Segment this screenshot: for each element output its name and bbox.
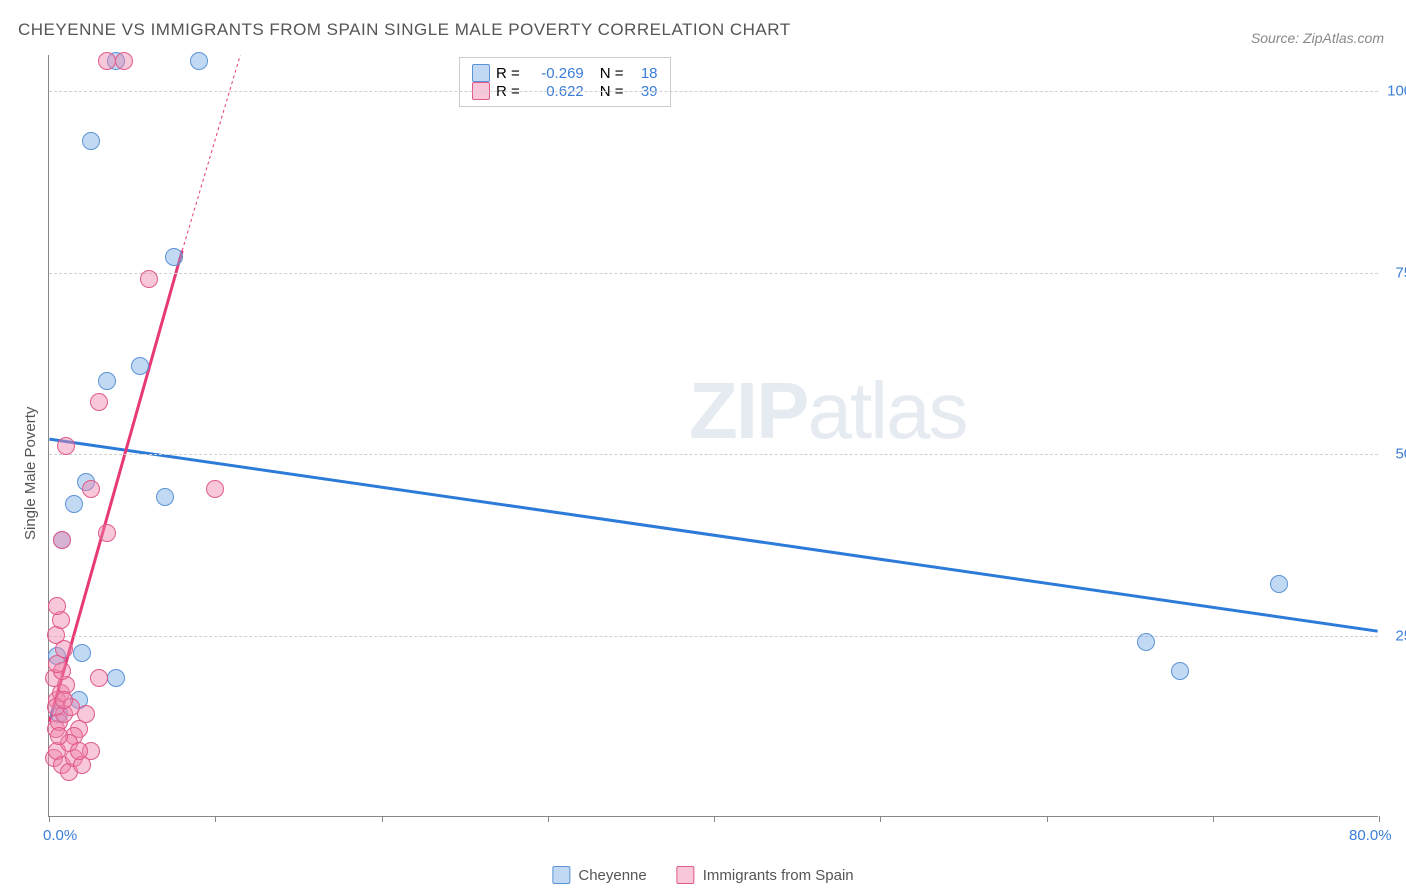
data-point xyxy=(48,597,66,615)
x-tick xyxy=(1213,816,1214,822)
gridline-h xyxy=(49,91,1378,92)
y-tick-label: 100.0% xyxy=(1387,83,1406,100)
data-point xyxy=(107,669,125,687)
data-point xyxy=(65,495,83,513)
x-tick xyxy=(714,816,715,822)
data-point xyxy=(57,437,75,455)
plot-area: ZIPatlas R = -0.269 N = 18 R = 0.622 N =… xyxy=(48,55,1378,817)
data-point xyxy=(140,270,158,288)
data-point xyxy=(98,524,116,542)
source-attribution: Source: ZipAtlas.com xyxy=(1251,30,1384,46)
gridline-h xyxy=(49,454,1378,455)
data-point xyxy=(1270,575,1288,593)
n-value-1: 18 xyxy=(630,65,658,82)
data-point xyxy=(190,52,208,70)
gridline-h xyxy=(49,273,1378,274)
legend-swatch-spain xyxy=(677,866,695,884)
legend-swatch-cheyenne xyxy=(552,866,570,884)
data-point xyxy=(90,393,108,411)
x-tick-label: 80.0% xyxy=(1349,827,1392,844)
x-tick-label: 0.0% xyxy=(43,827,77,844)
data-point xyxy=(131,357,149,375)
data-point xyxy=(156,488,174,506)
data-point xyxy=(206,480,224,498)
data-point xyxy=(53,531,71,549)
trend-lines-layer xyxy=(49,55,1378,816)
chart-container: CHEYENNE VS IMMIGRANTS FROM SPAIN SINGLE… xyxy=(0,0,1406,892)
series-legend: Cheyenne Immigrants from Spain xyxy=(552,866,853,884)
y-axis-label: Single Male Poverty xyxy=(22,407,39,540)
data-point xyxy=(115,52,133,70)
x-tick xyxy=(215,816,216,822)
data-point xyxy=(1137,633,1155,651)
r-value-1: -0.269 xyxy=(526,65,584,82)
x-tick xyxy=(548,816,549,822)
n-label-1: N = xyxy=(600,65,624,82)
data-point xyxy=(165,248,183,266)
stats-row-1: R = -0.269 N = 18 xyxy=(472,64,658,82)
r-label-1: R = xyxy=(496,65,520,82)
data-point xyxy=(1171,662,1189,680)
legend-label-cheyenne: Cheyenne xyxy=(578,867,646,884)
data-point xyxy=(90,669,108,687)
x-tick xyxy=(382,816,383,822)
data-point xyxy=(73,644,91,662)
data-point xyxy=(82,132,100,150)
data-point xyxy=(55,691,73,709)
gridline-h xyxy=(49,636,1378,637)
data-point xyxy=(98,372,116,390)
x-tick xyxy=(1379,816,1380,822)
data-point xyxy=(50,727,68,745)
legend-label-spain: Immigrants from Spain xyxy=(703,867,854,884)
stats-legend: R = -0.269 N = 18 R = 0.622 N = 39 xyxy=(459,57,671,107)
x-tick xyxy=(49,816,50,822)
y-tick-label: 50.0% xyxy=(1395,446,1406,463)
x-tick xyxy=(1047,816,1048,822)
y-tick-label: 75.0% xyxy=(1395,264,1406,281)
swatch-cheyenne xyxy=(472,64,490,82)
x-tick xyxy=(880,816,881,822)
legend-item-spain: Immigrants from Spain xyxy=(677,866,854,884)
y-tick-label: 25.0% xyxy=(1395,627,1406,644)
data-point xyxy=(70,742,88,760)
trend-line xyxy=(49,439,1377,631)
trend-line xyxy=(182,55,240,251)
legend-item-cheyenne: Cheyenne xyxy=(552,866,646,884)
data-point xyxy=(82,480,100,498)
chart-title: CHEYENNE VS IMMIGRANTS FROM SPAIN SINGLE… xyxy=(18,20,791,40)
data-point xyxy=(98,52,116,70)
